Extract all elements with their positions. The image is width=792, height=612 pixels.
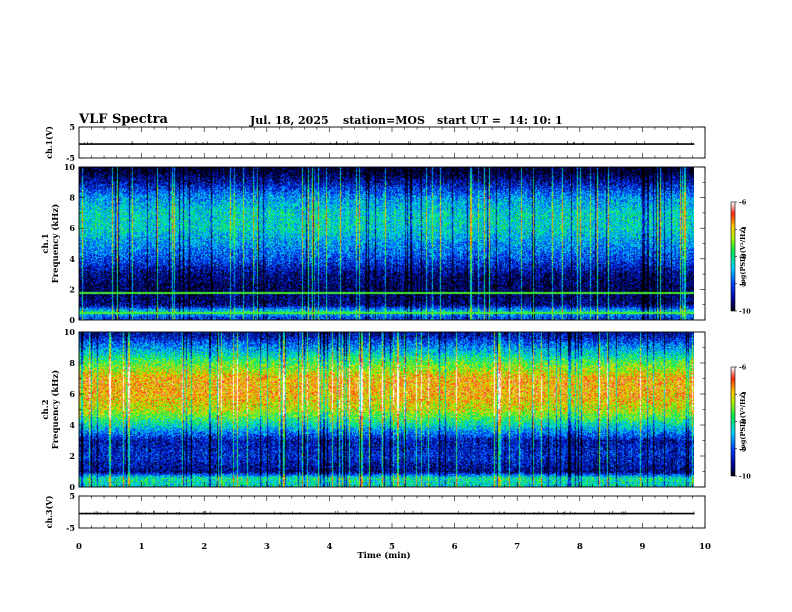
x-tick-label: 4: [326, 542, 332, 552]
y-tick-label: 10: [64, 162, 76, 172]
colorbar-tick-label: -10: [739, 473, 751, 481]
colorbar-tick-label: -8: [739, 253, 747, 261]
y-tick-label: -5: [66, 523, 75, 533]
x-tick-label: 0: [76, 542, 82, 552]
ch2-spectrogram: [79, 332, 694, 487]
y-tick-label: 4: [69, 420, 75, 430]
y-tick-label: 6: [69, 223, 75, 233]
colorbar-label: log(PSD)(V²/Hz): [739, 392, 747, 451]
ch1-spectrogram: [79, 167, 694, 320]
y-tick-label: 5: [69, 491, 75, 501]
y-tick-label: 5: [69, 122, 75, 132]
y-axis-label-channel: ch.1: [41, 233, 51, 253]
x-tick-label: 10: [699, 542, 711, 552]
x-tick-label: 3: [264, 542, 270, 552]
colorbar-tick-label: -6: [739, 199, 747, 207]
y-axis-label-channel: ch.2: [41, 399, 51, 419]
colorbar-tick-label: -7: [739, 226, 746, 234]
colorbar-2: [731, 367, 735, 476]
y-tick-label: 0: [69, 315, 75, 325]
colorbar-label: log(PSD)(V²/Hz): [739, 227, 747, 286]
colorbar-tick-label: -6: [739, 364, 747, 372]
colorbar-tick-label: -9: [739, 445, 747, 453]
y-tick-label: 2: [69, 451, 75, 461]
x-tick-label: 9: [639, 542, 645, 552]
start-ut-label: start UT = 14: 10: 1: [437, 114, 563, 127]
y-tick-label: 8: [69, 193, 75, 203]
x-tick-label: 1: [139, 542, 145, 552]
colorbar-tick-label: -10: [739, 308, 751, 316]
station-label: station=MOS: [343, 114, 425, 127]
y-axis-label-frequency: Frequency (kHz): [50, 370, 61, 449]
x-axis-label: Time (min): [357, 550, 410, 561]
x-tick-label: 8: [577, 542, 583, 552]
x-tick-label: 6: [452, 542, 458, 552]
y-tick-label: -5: [66, 153, 75, 163]
colorbar-tick-label: -8: [739, 418, 747, 426]
x-tick-label: 7: [514, 542, 520, 552]
y-tick-label: 10: [64, 327, 76, 337]
colorbar-tick-label: -9: [739, 280, 747, 288]
y-tick-label: 6: [69, 389, 75, 399]
y-tick-label: 4: [69, 254, 75, 264]
x-tick-label: 5: [389, 542, 395, 552]
colorbar-tick-label: -7: [739, 391, 746, 399]
y-axis-label: ch.3(V): [44, 495, 54, 528]
figure-title: VLF Spectra: [79, 112, 168, 127]
date-label: Jul. 18, 2025: [250, 114, 329, 127]
y-axis-label: ch.1(V): [44, 126, 54, 159]
y-axis-label-frequency: Frequency (kHz): [50, 204, 61, 283]
y-tick-label: 2: [69, 284, 75, 294]
colorbar-1: [731, 202, 735, 311]
x-tick-label: 2: [201, 542, 207, 552]
y-tick-label: 8: [69, 358, 75, 368]
y-tick-label: 0: [69, 482, 75, 492]
